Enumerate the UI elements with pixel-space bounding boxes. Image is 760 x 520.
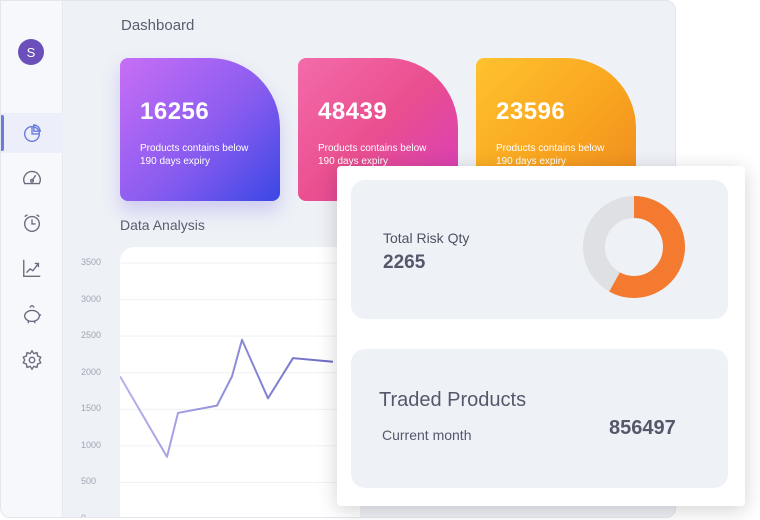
line-chart	[119, 262, 360, 483]
y-tick-label: 1500	[81, 403, 102, 414]
y-tick-label: 2500	[81, 330, 102, 341]
stat-value: 48439	[318, 98, 388, 125]
stat-value: 16256	[140, 98, 210, 125]
donut-arc	[583, 196, 685, 298]
y-tick-label: 2000	[81, 366, 102, 377]
sidebar-item-history[interactable]	[1, 203, 63, 243]
gauge-icon	[23, 170, 41, 185]
sidebar-item-savings[interactable]	[1, 295, 63, 335]
traded-title: Traded Products	[379, 389, 527, 411]
chart-series-line	[119, 338, 334, 458]
y-tick-label: 3000	[81, 293, 102, 304]
sidebar-item-settings[interactable]	[1, 340, 63, 380]
stat-description: Products contains below 190 days expiry	[140, 143, 249, 167]
stat-value: 23596	[496, 98, 566, 125]
risk-donut-chart	[583, 196, 685, 298]
y-tick-label: 3500	[81, 257, 102, 267]
sidebar-item-growth[interactable]	[1, 248, 63, 288]
risk-value: 2265	[383, 252, 426, 273]
y-tick-label: 500	[81, 476, 97, 487]
stat-description: Products contains below 190 days expiry	[318, 143, 427, 167]
y-tick-label: 1000	[81, 439, 102, 450]
page-title: Dashboard	[121, 17, 195, 34]
traded-value: 856497	[609, 417, 676, 439]
section-title: Data Analysis	[120, 217, 205, 233]
traded-card[interactable]: Traded Products Current month 856497	[351, 349, 728, 488]
avatar[interactable]: S	[18, 39, 44, 65]
traded-subtitle: Current month	[382, 427, 472, 443]
clock-icon	[23, 214, 41, 232]
growth-chart-icon	[23, 259, 41, 277]
risk-label: Total Risk Qty	[383, 230, 470, 246]
gear-icon	[22, 349, 42, 371]
stat-description: Products contains below 190 days expiry	[496, 143, 605, 167]
stat-card-expiry[interactable]: 16256 Products contains below 190 days ex…	[120, 58, 280, 201]
summary-popup: Total Risk Qty 2265 Traded Products Curr…	[337, 166, 745, 506]
sidebar: S	[1, 1, 63, 517]
chart-panel	[119, 247, 360, 517]
risk-card[interactable]: Total Risk Qty 2265	[351, 180, 728, 319]
pie-chart-icon	[23, 123, 42, 142]
sidebar-item-performance[interactable]	[1, 158, 63, 198]
piggy-bank-icon	[23, 305, 42, 324]
sidebar-item-dashboard[interactable]	[1, 113, 63, 153]
y-tick-label: 0	[81, 513, 87, 518]
